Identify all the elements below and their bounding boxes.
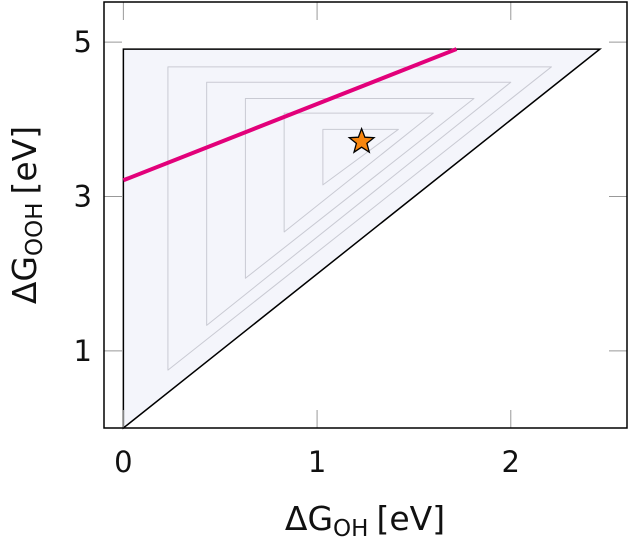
x-tick-label: 2 [502, 445, 520, 479]
y-tick-label: 1 [74, 334, 92, 368]
contour-1 [206, 81, 512, 326]
contour-2 [244, 97, 475, 279]
y-tick-label: 5 [74, 25, 92, 59]
y-tick-label: 3 [74, 179, 92, 213]
x-tick-label: 0 [114, 445, 132, 479]
contour-0 [167, 66, 552, 371]
optimum-star-marker [347, 126, 376, 154]
region-outline [122, 48, 603, 430]
limiting-line [122, 47, 458, 183]
plot-area [122, 47, 603, 430]
y-axis-label: ΔGOOH[eV] [5, 126, 48, 304]
x-axis-label: ΔGOH [eV] [285, 499, 445, 539]
x-tick-label: 1 [308, 445, 326, 479]
contour-3 [283, 112, 434, 233]
axes-frame [103, 1, 628, 429]
ticks [104, 2, 627, 428]
contour-4 [322, 128, 399, 186]
